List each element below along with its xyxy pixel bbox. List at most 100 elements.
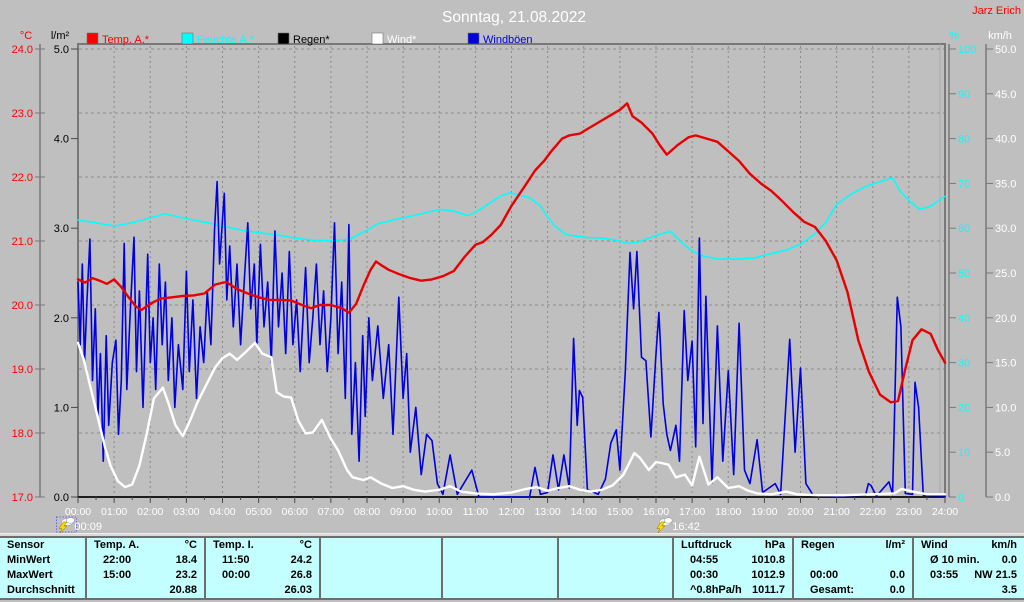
time-tick-label: 11:00 bbox=[463, 506, 489, 518]
time-tick-label: 09:00 bbox=[390, 506, 416, 518]
rain-axis-unit: l/m² bbox=[51, 30, 70, 42]
cell-value bbox=[550, 553, 557, 568]
table-column-wind: Wind km/h Ø 10 min. 0.0 03:55 NW 21.5 3.5 bbox=[914, 538, 1024, 598]
column-header-row bbox=[443, 538, 557, 553]
wind-tick-label: 0.0 bbox=[995, 492, 1010, 504]
table-column-temp-i: Temp. I. °C 11:50 24.2 00:00 26.8 26.03 bbox=[206, 538, 321, 598]
lightning-icon bbox=[656, 521, 666, 534]
cell-value: 0.0 bbox=[889, 569, 905, 581]
temp-axis-unit: °C bbox=[20, 30, 32, 42]
legend-swatch bbox=[277, 32, 290, 45]
cell-time bbox=[206, 583, 222, 598]
series-temp-a bbox=[76, 102, 947, 404]
humidity-tick-label: 0 bbox=[958, 492, 964, 504]
legend-label: Windböen bbox=[483, 34, 533, 46]
cell-time bbox=[559, 583, 575, 598]
cell-time: 04:55 bbox=[690, 554, 719, 566]
time-tick-label: 00:00 bbox=[65, 506, 91, 518]
cell-time bbox=[321, 568, 337, 583]
cell-value: 24.2 bbox=[290, 554, 312, 566]
cell-value: 26.03 bbox=[284, 584, 312, 596]
wind-axis-unit: km/h bbox=[988, 30, 1012, 42]
cell-time: 00:00 bbox=[222, 569, 251, 581]
legend-item: Feuchte A.* bbox=[181, 32, 255, 46]
column-unit bbox=[550, 538, 557, 553]
time-tick-label: 01:00 bbox=[101, 506, 127, 518]
column-header-row bbox=[559, 538, 672, 553]
cloud-icon bbox=[66, 517, 75, 524]
column-name bbox=[443, 538, 450, 553]
table-column-luftdruck: Luftdruck hPa 04:55 1010.8 00:30 1012.9 ^0.8hP… bbox=[674, 538, 794, 598]
row-header-label: MinWert bbox=[7, 554, 51, 566]
time-tick-label: 03:00 bbox=[173, 506, 199, 518]
cell-time bbox=[559, 568, 575, 583]
time-tick-label: 12:00 bbox=[498, 506, 524, 518]
cell-value bbox=[665, 583, 672, 598]
temp-tick-label: 17.0 bbox=[12, 492, 33, 504]
table-data-row bbox=[559, 583, 672, 598]
legend-label: Regen* bbox=[293, 34, 330, 46]
cell-time: 00:00 bbox=[810, 569, 839, 581]
legend-item: Temp. A.* bbox=[86, 32, 150, 46]
rain-tick-label: 2.0 bbox=[54, 313, 69, 325]
event-markers: 00:09 16:42 bbox=[56, 516, 700, 534]
time-tick-label: 06:00 bbox=[282, 506, 308, 518]
time-tick-label: 02:00 bbox=[137, 506, 163, 518]
cell-time: Gesamt: bbox=[810, 584, 855, 596]
column-unit: °C bbox=[184, 539, 197, 551]
table-data-row bbox=[321, 583, 441, 598]
cell-time bbox=[794, 553, 810, 568]
cell-time: 00:30 bbox=[690, 569, 719, 581]
column-header-row bbox=[321, 538, 441, 553]
table-column-empty-4 bbox=[559, 538, 674, 598]
wind-tick-label: 30.0 bbox=[995, 223, 1016, 235]
cell-time bbox=[443, 583, 459, 598]
legend-swatch bbox=[86, 32, 99, 45]
cell-time bbox=[321, 553, 337, 568]
humidity-axis-unit: % bbox=[949, 30, 959, 42]
temp-tick-label: 21.0 bbox=[12, 236, 33, 248]
table-row-header: MinWert bbox=[0, 553, 85, 568]
time-tick-label: 14:00 bbox=[571, 506, 597, 518]
table-data-row: 00:00 0.0 bbox=[794, 568, 912, 583]
rain-tick-label: 1.0 bbox=[54, 402, 69, 414]
event-marker[interactable]: 00:09 bbox=[56, 516, 102, 534]
cell-time bbox=[443, 568, 459, 583]
temp-tick-label: 22.0 bbox=[12, 172, 33, 184]
rain-tick-label: 3.0 bbox=[54, 223, 69, 235]
column-unit: hPa bbox=[764, 539, 785, 551]
humidity-tick-label: 10 bbox=[958, 447, 970, 459]
table-data-row bbox=[321, 553, 441, 568]
column-unit: °C bbox=[299, 539, 312, 551]
legend-swatch bbox=[371, 32, 384, 45]
time-tick-label: 19:00 bbox=[751, 506, 777, 518]
wind-tick-label: 35.0 bbox=[995, 178, 1016, 190]
column-name: Temp. A. bbox=[94, 539, 140, 551]
table-data-row: 03:55 NW 21.5 bbox=[914, 568, 1024, 583]
table-data-row bbox=[443, 583, 557, 598]
column-name: Temp. I. bbox=[213, 539, 254, 551]
marker-time-label: 16:42 bbox=[672, 521, 700, 533]
cell-value bbox=[434, 553, 441, 568]
series-wind bbox=[76, 341, 947, 497]
column-unit bbox=[665, 538, 672, 553]
cell-value bbox=[550, 568, 557, 583]
table-data-row: 15:00 23.2 bbox=[87, 568, 204, 583]
cell-time: 15:00 bbox=[103, 569, 132, 581]
marker-selection-box bbox=[56, 516, 77, 533]
table-data-row bbox=[443, 568, 557, 583]
rain-tick-label: 5.0 bbox=[54, 44, 69, 56]
event-marker[interactable]: 16:42 bbox=[656, 517, 700, 534]
rain-tick-label: 0.0 bbox=[54, 492, 69, 504]
legend-item: Windböen bbox=[467, 32, 533, 46]
time-tick-label: 22:00 bbox=[860, 506, 886, 518]
table-data-row bbox=[794, 553, 912, 568]
table-data-row: 22:00 18.4 bbox=[87, 553, 204, 568]
cell-value: 1010.8 bbox=[751, 554, 785, 566]
time-tick-label: 21:00 bbox=[823, 506, 849, 518]
time-tick-label: 04:00 bbox=[209, 506, 235, 518]
time-tick-label: 20:00 bbox=[787, 506, 813, 518]
wind-tick-label: 50.0 bbox=[995, 44, 1016, 56]
cell-value bbox=[434, 583, 441, 598]
